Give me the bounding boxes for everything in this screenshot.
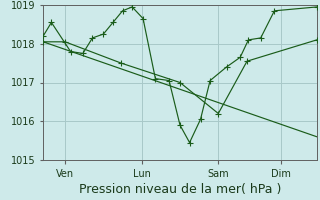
X-axis label: Pression niveau de la mer( hPa ): Pression niveau de la mer( hPa ) [79, 183, 281, 196]
